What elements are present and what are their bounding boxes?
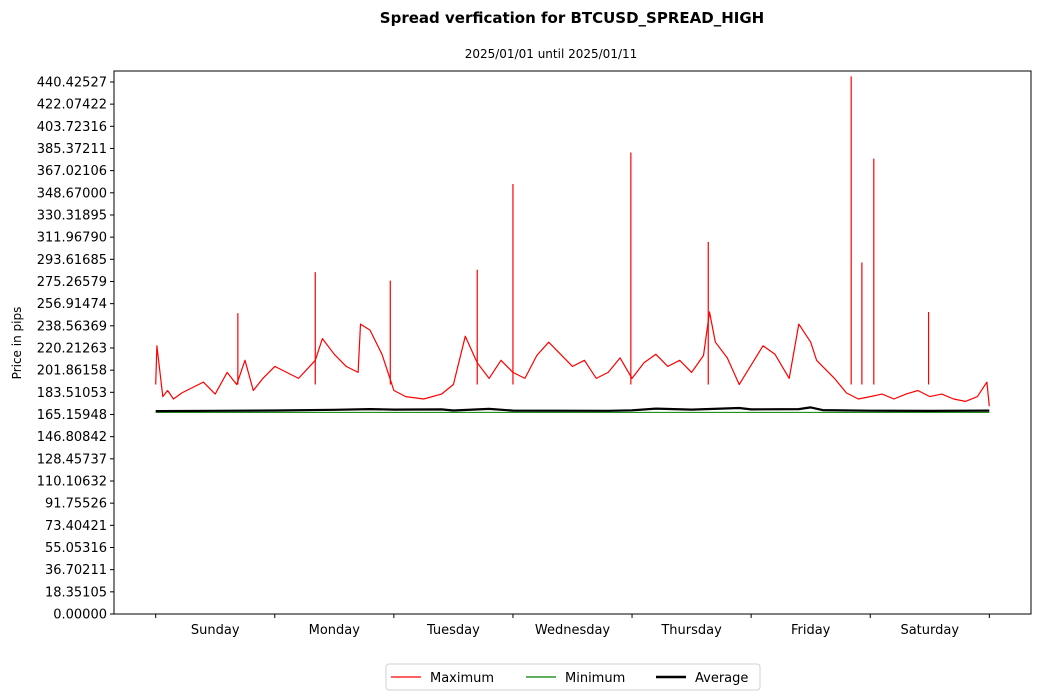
y-tick-label: 201.86158 [37,364,107,379]
y-tick-label: 367.02106 [37,164,107,179]
y-tick-label: 165.15948 [37,408,107,423]
y-tick-label: 220.21263 [37,341,107,356]
y-tick-label: 110.10632 [37,474,107,489]
y-tick-label: 330.31895 [37,208,107,223]
chart-title: Spread verfication for BTCUSD_SPREAD_HIG… [380,9,764,27]
y-tick-label: 293.61685 [37,253,107,268]
y-tick-label: 91.75526 [45,497,107,512]
series-line-maximum [155,311,990,407]
y-axis: 0.00000 18.35105 36.70211 55.05316 73.40421 9… [37,75,114,623]
y-tick-label: 183.51053 [37,386,107,401]
x-tick-label: Wednesday [535,623,611,638]
y-tick-label: 311.96790 [37,231,107,246]
y-tick-label: 385.37211 [37,142,107,157]
y-tick-label: 238.56369 [37,319,107,334]
y-tick-label: 403.72316 [37,120,107,135]
y-tick-label: 348.67000 [37,186,107,201]
x-tick-label: Friday [791,623,831,638]
y-tick-label: 36.70211 [45,563,107,578]
legend: Maximum Minimum Average [385,663,761,691]
plot-frame [113,70,1032,615]
legend-label-average: Average [695,671,748,686]
y-axis-label: Price in pips [10,307,24,380]
y-tick-label: 18.35105 [45,585,107,600]
y-tick-label: 0.00000 [53,608,107,623]
x-tick-label: Thursday [660,623,722,638]
y-tick-label: 55.05316 [45,541,107,556]
x-tick-label: Saturday [900,623,959,638]
y-tick-label: 422.07422 [37,98,107,113]
x-tick-label: Tuesday [426,623,480,638]
series-line-average [155,406,990,413]
legend-label-minimum: Minimum [565,671,625,686]
x-axis: Sunday Monday Tuesday Wednesday Thursday Frid… [155,614,990,638]
y-tick-label: 440.42527 [37,75,107,90]
legend-box [385,663,761,691]
x-tick-label: Sunday [191,623,240,638]
y-tick-label: 73.40421 [45,519,107,534]
y-tick-label: 256.91474 [37,297,107,312]
y-tick-label: 146.80842 [37,430,107,445]
legend-label-maximum: Maximum [430,671,494,686]
plot-area [155,76,990,413]
x-tick-label: Monday [309,623,361,638]
chart-subtitle: 2025/01/01 until 2025/01/11 [465,47,638,61]
y-tick-label: 275.26579 [37,275,107,290]
y-tick-label: 128.45737 [37,452,107,467]
